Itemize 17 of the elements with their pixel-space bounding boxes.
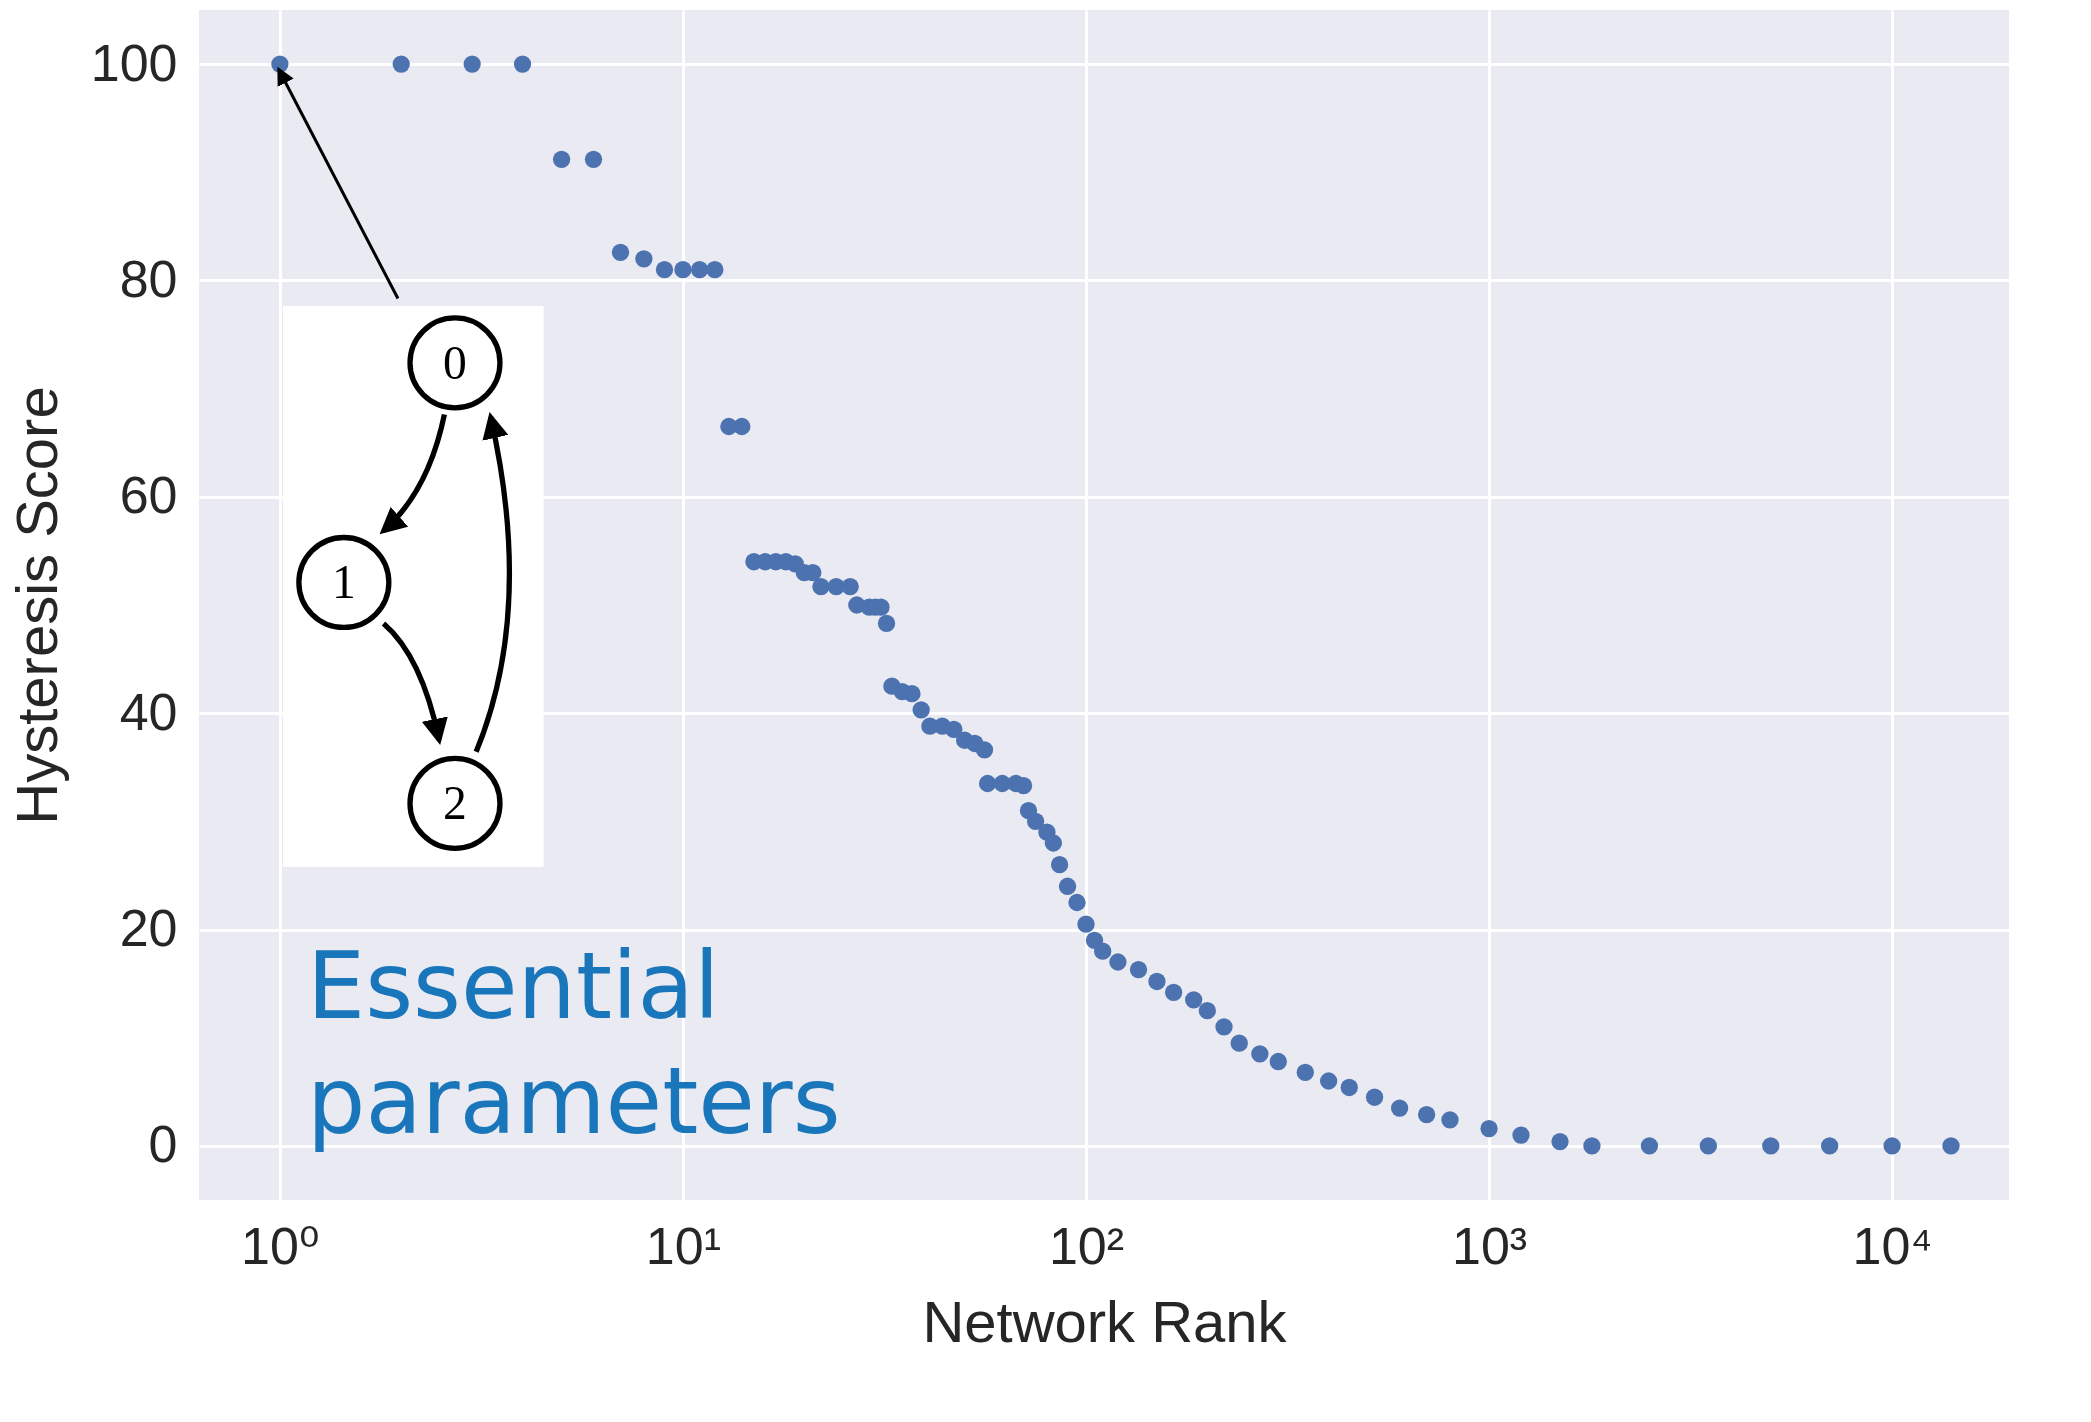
x-tick-label: 10³: [1451, 1216, 1528, 1275]
annotation: 0: [443, 336, 467, 389]
y-tick-label: 20: [119, 899, 178, 958]
annotation: Essential parameters: [307, 933, 841, 1155]
y-tick-label: 80: [119, 249, 178, 308]
y-tick-label: 40: [119, 682, 178, 741]
y-tick-label: 0: [148, 1115, 178, 1174]
x-tick-label: 10¹: [645, 1216, 722, 1275]
y-tick-label: 60: [119, 466, 178, 525]
x-axis-title: Network Rank: [922, 1288, 1288, 1354]
annotation: 2: [443, 776, 467, 829]
x-tick-label: 10⁰: [241, 1216, 320, 1275]
x-tick-label: 10²: [1048, 1216, 1125, 1275]
annotation: 1: [332, 555, 356, 608]
x-tick-label: 10⁴: [1852, 1216, 1933, 1275]
y-tick-label: 100: [90, 33, 178, 92]
y-axis-title: Hysteresis Score: [3, 386, 69, 825]
